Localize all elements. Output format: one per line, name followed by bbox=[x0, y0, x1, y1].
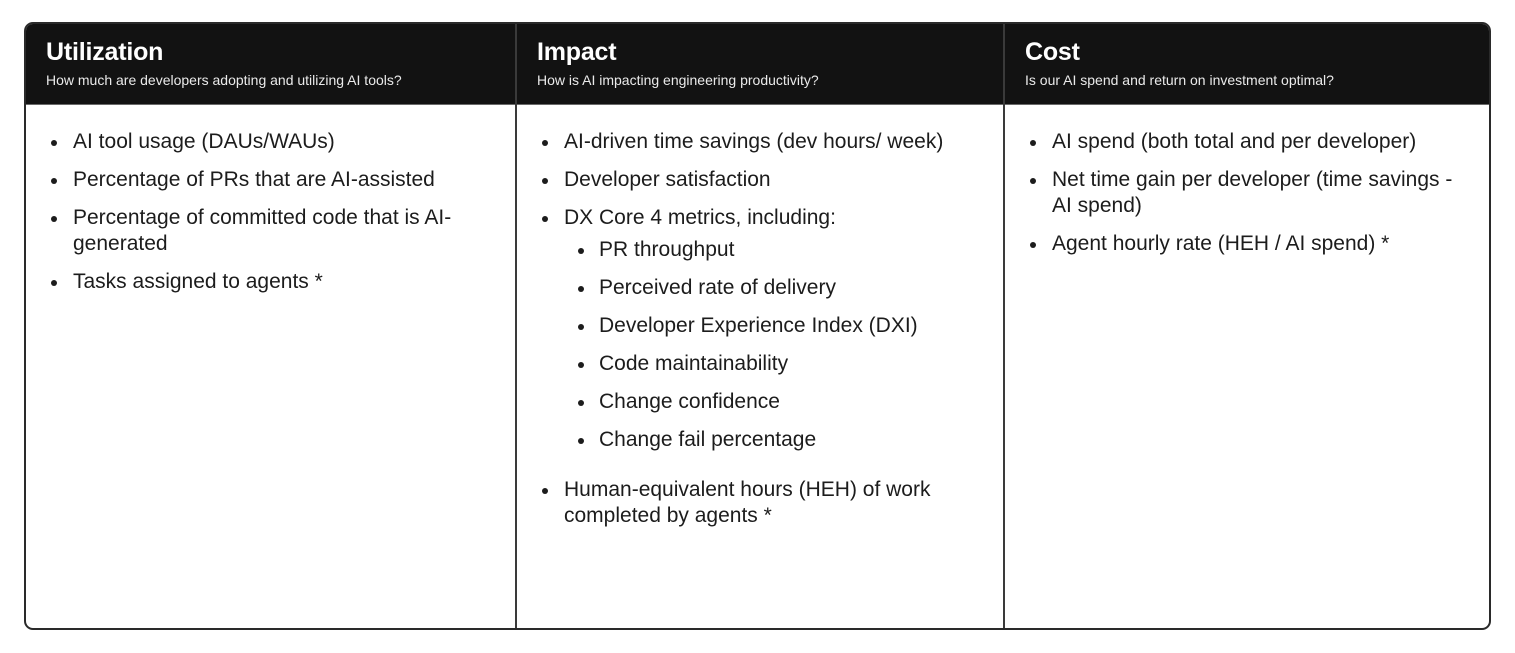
metric-item: AI-driven time savings (dev hours/ week) bbox=[537, 129, 983, 155]
metric-item: Percentage of PRs that are AI-assisted bbox=[46, 167, 495, 193]
column-title: Utilization bbox=[46, 38, 164, 66]
metric-item: Agent hourly rate (HEH / AI spend) * bbox=[1025, 231, 1469, 257]
sub-metric-item: Developer Experience Index (DXI) bbox=[564, 313, 983, 339]
column-body: AI-driven time savings (dev hours/ week)… bbox=[517, 105, 1003, 628]
column-title: Cost bbox=[1025, 38, 1080, 66]
metric-item: AI tool usage (DAUs/WAUs) bbox=[46, 129, 495, 155]
metric-item: Developer satisfaction bbox=[537, 167, 983, 193]
sub-metric-item: PR throughput bbox=[564, 237, 983, 263]
metric-item: Human-equivalent hours (HEH) of work com… bbox=[537, 477, 983, 529]
sub-metric-item: Perceived rate of delivery bbox=[564, 275, 983, 301]
metric-list: AI spend (both total and per developer) … bbox=[1025, 129, 1469, 257]
metric-item-with-subitems: DX Core 4 metrics, including: PR through… bbox=[537, 205, 983, 453]
metric-item: AI spend (both total and per developer) bbox=[1025, 129, 1469, 155]
column-header-utilization: Utilization How much are developers adop… bbox=[26, 24, 515, 105]
metric-list: AI-driven time savings (dev hours/ week)… bbox=[537, 129, 983, 529]
column-body: AI tool usage (DAUs/WAUs) Percentage of … bbox=[26, 105, 515, 628]
column-header-cost: Cost Is our AI spend and return on inves… bbox=[1005, 24, 1489, 105]
metric-item-label: Percentage of PRs that are AI-assisted bbox=[73, 168, 435, 191]
column-cost: Cost Is our AI spend and return on inves… bbox=[1003, 24, 1489, 628]
column-utilization: Utilization How much are developers adop… bbox=[26, 24, 515, 628]
metric-list: AI tool usage (DAUs/WAUs) Percentage of … bbox=[46, 129, 495, 295]
column-body: AI spend (both total and per developer) … bbox=[1005, 105, 1489, 628]
ai-measurement-framework-table: Utilization How much are developers adop… bbox=[24, 22, 1491, 630]
metric-item: Net time gain per developer (time saving… bbox=[1025, 167, 1469, 219]
sub-metric-list: PR throughput Perceived rate of delivery… bbox=[564, 237, 983, 453]
sub-metric-item: Code maintainability bbox=[564, 351, 983, 377]
metric-item: Tasks assigned to agents * bbox=[46, 269, 495, 295]
metric-item-label: DX Core 4 metrics, including: bbox=[564, 206, 836, 229]
metric-item: Percentage of committed code that is AI-… bbox=[46, 205, 495, 257]
column-subtitle: How much are developers adopting and uti… bbox=[46, 72, 402, 88]
column-subtitle: Is our AI spend and return on investment… bbox=[1025, 72, 1334, 88]
column-header-impact: Impact How is AI impacting engineering p… bbox=[517, 24, 1003, 105]
sub-metric-item: Change confidence bbox=[564, 389, 983, 415]
column-title: Impact bbox=[537, 38, 617, 66]
column-subtitle: How is AI impacting engineering producti… bbox=[537, 72, 819, 88]
sub-metric-item: Change fail percentage bbox=[564, 427, 983, 453]
column-impact: Impact How is AI impacting engineering p… bbox=[515, 24, 1003, 628]
